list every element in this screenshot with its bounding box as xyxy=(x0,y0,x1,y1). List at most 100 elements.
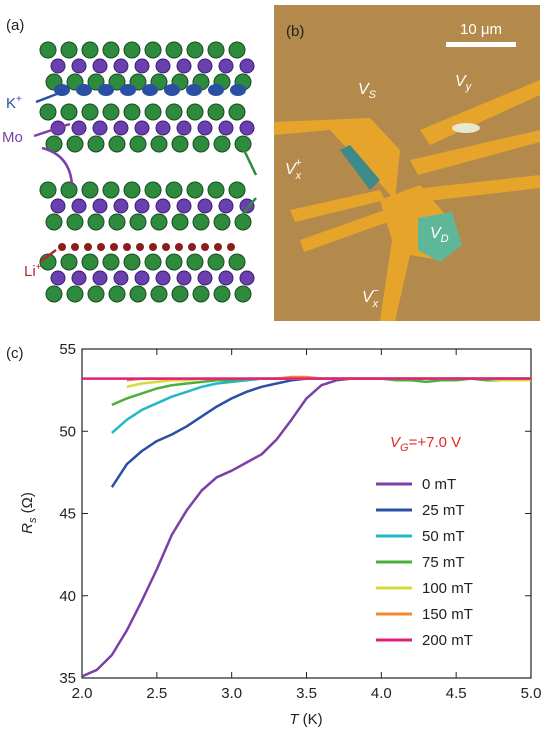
ion xyxy=(149,243,157,251)
legend-label: 100 mT xyxy=(422,580,473,597)
contact-sub: x xyxy=(295,170,302,182)
atom xyxy=(156,199,170,213)
atom xyxy=(229,42,245,58)
atom xyxy=(93,199,107,213)
atom xyxy=(109,286,125,302)
ion xyxy=(164,84,180,96)
legend-label: 0 mT xyxy=(422,476,456,493)
arrow xyxy=(36,92,62,102)
y-label-rest: (Ω) xyxy=(19,492,36,517)
ion xyxy=(227,243,235,251)
atom-label: Mo xyxy=(2,129,23,146)
panel-label: (a) xyxy=(6,17,24,34)
ion-text: Li xyxy=(24,263,36,280)
atom xyxy=(67,286,83,302)
ion-sup: + xyxy=(36,262,42,273)
atom xyxy=(40,42,56,58)
atom xyxy=(109,214,125,230)
y-tick-label: 45 xyxy=(59,506,76,523)
y-tick-label: 50 xyxy=(59,423,76,440)
x-tick-label: 2.0 xyxy=(72,685,93,702)
atom xyxy=(187,104,203,120)
atom xyxy=(93,59,107,73)
contact-sub: D xyxy=(441,233,449,245)
atom xyxy=(172,136,188,152)
atom xyxy=(151,214,167,230)
atom xyxy=(40,182,56,198)
micrograph xyxy=(274,5,540,321)
structure-panel xyxy=(40,42,254,302)
atom xyxy=(82,254,98,270)
atom xyxy=(82,182,98,198)
atom xyxy=(198,199,212,213)
atom xyxy=(61,182,77,198)
ion xyxy=(110,243,118,251)
atom xyxy=(208,42,224,58)
atom xyxy=(72,121,86,135)
atom xyxy=(135,59,149,73)
atom xyxy=(135,121,149,135)
atom xyxy=(103,182,119,198)
ion xyxy=(214,243,222,251)
atom xyxy=(103,254,119,270)
ion xyxy=(142,84,158,96)
atom xyxy=(72,199,86,213)
atom xyxy=(114,199,128,213)
atom xyxy=(214,286,230,302)
atom xyxy=(229,254,245,270)
legend-label: 75 mT xyxy=(422,554,465,571)
atom xyxy=(72,59,86,73)
atom xyxy=(219,121,233,135)
atom xyxy=(166,42,182,58)
ion-label: K+ xyxy=(6,94,22,112)
x-tick-label: 4.0 xyxy=(371,685,392,702)
atom xyxy=(135,271,149,285)
atom xyxy=(130,214,146,230)
atom xyxy=(235,286,251,302)
arrow xyxy=(244,150,256,175)
contact-sub: S xyxy=(369,89,377,101)
atom xyxy=(177,59,191,73)
legend-label: 50 mT xyxy=(422,528,465,545)
y-tick-label: 40 xyxy=(59,588,76,605)
atom xyxy=(46,286,62,302)
atom xyxy=(172,286,188,302)
scale-bar xyxy=(446,42,516,47)
x-axis-label: T (K) xyxy=(289,711,322,728)
ion xyxy=(162,243,170,251)
atom xyxy=(156,121,170,135)
atom xyxy=(177,121,191,135)
atom xyxy=(88,214,104,230)
atom xyxy=(114,271,128,285)
atom xyxy=(67,136,83,152)
atom xyxy=(229,182,245,198)
atom xyxy=(72,271,86,285)
ion-label: Li+ xyxy=(24,262,42,280)
legend-label: 200 mT xyxy=(422,632,473,649)
ion xyxy=(120,84,136,96)
contact-sup: − xyxy=(372,285,379,297)
ion xyxy=(97,243,105,251)
atom xyxy=(51,59,65,73)
atom xyxy=(103,104,119,120)
atom xyxy=(61,104,77,120)
atom xyxy=(214,136,230,152)
atom xyxy=(51,199,65,213)
atom xyxy=(198,271,212,285)
atom xyxy=(67,214,83,230)
atom xyxy=(193,136,209,152)
atom xyxy=(235,136,251,152)
atom xyxy=(156,59,170,73)
atom xyxy=(124,104,140,120)
atom xyxy=(166,254,182,270)
atom xyxy=(88,136,104,152)
atom xyxy=(240,59,254,73)
figure: (a) K+ Mo Li+ (b) 10 μm VS Vy Vx+ VD Vx−… xyxy=(0,0,544,731)
atom xyxy=(124,42,140,58)
atom xyxy=(61,254,77,270)
atom xyxy=(61,42,77,58)
atom xyxy=(151,286,167,302)
atom xyxy=(124,182,140,198)
atom xyxy=(208,104,224,120)
ion xyxy=(84,243,92,251)
